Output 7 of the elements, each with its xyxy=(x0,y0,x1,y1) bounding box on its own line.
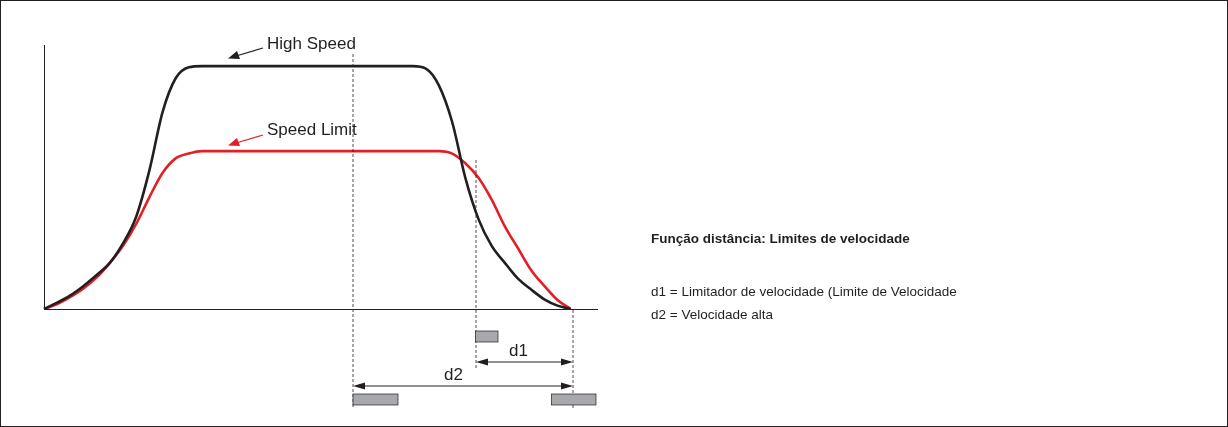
text: d2 = Velocidade alta xyxy=(651,307,773,322)
legend-label: Speed Limit xyxy=(267,120,357,140)
text: d2 xyxy=(444,365,463,385)
text: Função distância: Limites de velocidade xyxy=(651,231,910,246)
legend-label: High Speed xyxy=(267,34,356,54)
text: d1 = Limitador de velocidade (Limite de Velocidade xyxy=(651,284,957,299)
text: d1 xyxy=(509,341,528,361)
